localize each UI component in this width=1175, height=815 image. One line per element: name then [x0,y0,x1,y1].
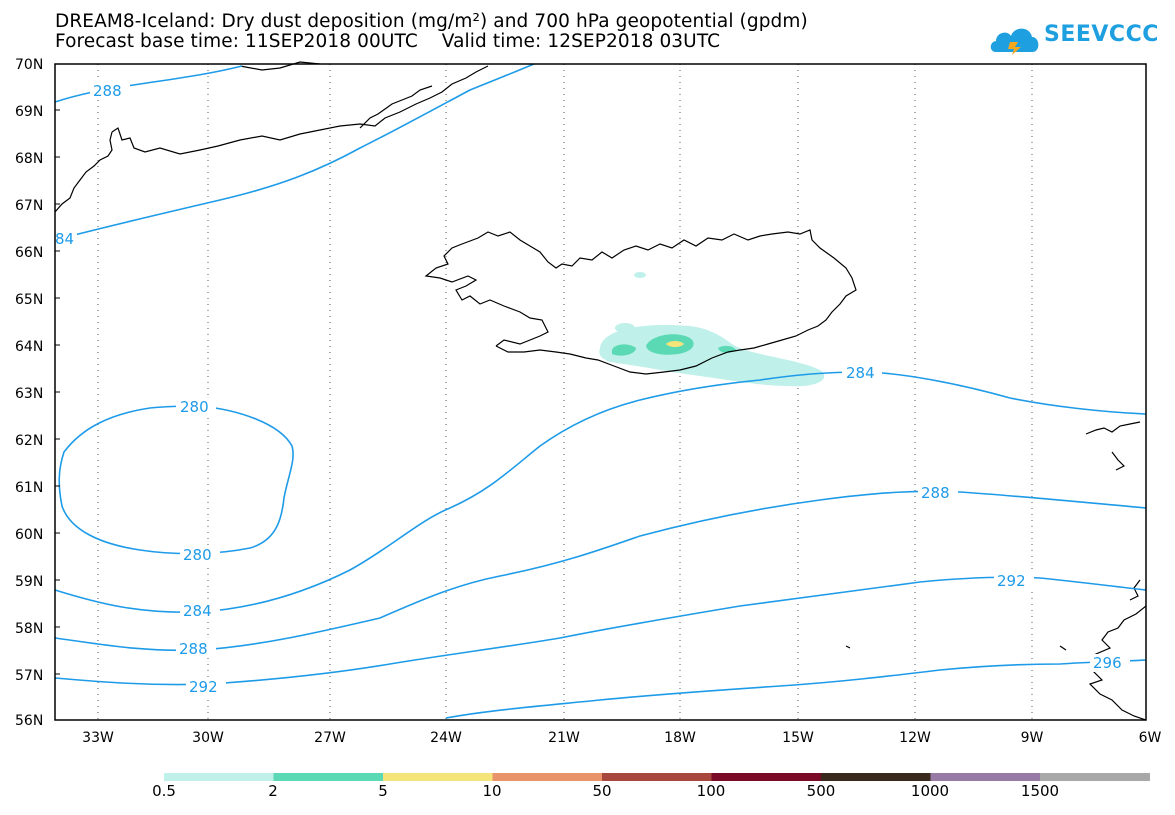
lat-label: 70N [15,57,43,73]
lat-label: 62N [15,433,43,449]
legend-label: 2 [268,782,278,800]
legend-swatch [492,773,603,781]
lon-label: 9W [1021,730,1044,746]
lat-label: 57N [15,668,43,684]
contour-label: 84 [55,230,74,248]
lon-label: 21W [548,730,580,746]
contour-label: 280 [183,546,212,564]
lat-label: 56N [15,713,43,729]
lon-label: 24W [430,730,462,746]
lat-label: 59N [15,574,43,590]
contour-label: 288 [179,640,208,658]
lon-label: 33W [82,730,114,746]
contour-label: 280 [180,398,209,416]
lon-label: 15W [782,730,814,746]
contour-label: 288 [93,82,122,100]
lon-label: 6W [1139,730,1162,746]
contour-labels: 288 84 280 280 284 288 292 284 288 292 2… [55,82,1130,696]
contour-label: 284 [183,602,212,620]
lat-label: 61N [15,480,43,496]
legend-swatch [273,773,384,781]
legend-swatch [930,773,1041,781]
legend-label: 10 [482,782,502,800]
lat-label: 64N [15,339,43,355]
legend-swatch [1040,773,1150,781]
legend-swatch [164,773,274,781]
legend-label: 50 [592,782,612,800]
legend-colorbar [164,773,1150,781]
legend-label: 1500 [1020,782,1060,800]
legend-swatch [383,773,493,781]
lon-label: 27W [314,730,346,746]
legend-swatch [821,773,931,781]
lat-label: 67N [15,198,43,214]
lat-label: 69N [15,104,43,120]
lon-grid [97,64,1033,720]
cloud-logo-icon [990,28,1039,55]
lat-label: 63N [15,386,43,402]
legend-label: 100 [696,782,726,800]
lon-label: 12W [899,730,931,746]
contour-label: 284 [846,364,875,382]
seevccc-logo: SEEVCCC [988,18,1158,58]
lat-label: 68N [15,151,43,167]
contour-label: 292 [997,572,1026,590]
lon-axis: 33W 30W 27W 24W 21W 18W 15W 12W 9W 6W [82,730,1161,746]
forecast-time-line: Forecast base time: 11SEP2018 00UTC Vali… [55,31,721,52]
contour-label: 296 [1093,654,1122,672]
contour-label: 288 [921,484,950,502]
legend-label: 500 [806,782,836,800]
lat-label: 66N [15,245,43,261]
map-title: DREAM8-Iceland: Dry dust deposition (mg/… [55,11,808,32]
lat-label: 65N [15,292,43,308]
map-frame [54,63,1147,721]
dust-deposition-shading [599,272,825,387]
legend-swatch [711,773,822,781]
lon-label: 18W [664,730,696,746]
lon-label: 30W [192,730,224,746]
legend-swatch [602,773,712,781]
lat-label: 58N [15,621,43,637]
legend-label: 5 [378,782,388,800]
legend-label: 0.5 [152,782,176,800]
lat-axis: 70N 69N 68N 67N 66N 65N 64N 63N 62N 61N … [15,57,60,729]
lat-label: 60N [15,527,43,543]
contour-label: 292 [189,678,218,696]
logo-text: SEEVCCC [1044,22,1159,47]
legend-label: 1000 [910,782,950,800]
